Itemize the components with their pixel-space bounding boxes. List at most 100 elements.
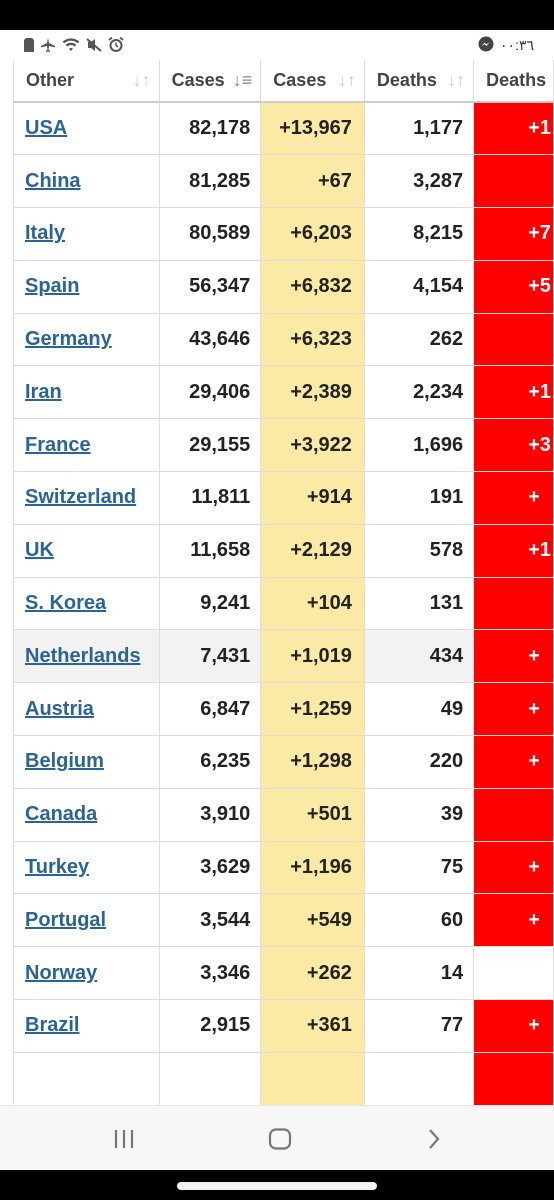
total-cases-cell: 29,155 <box>159 418 262 473</box>
new-deaths-cell <box>473 946 554 1001</box>
new-cases-cell: +1,196 <box>260 841 365 895</box>
country-link[interactable]: Belgium <box>25 750 104 773</box>
new-cases-cell: +262 <box>260 946 365 1001</box>
new-deaths-cell: + <box>473 893 554 948</box>
header-total-cases[interactable]: Cases ↓≡ <box>159 60 262 103</box>
table-row: France 29,155 +3,922 1,696 +3 <box>13 418 554 473</box>
country-cell: France <box>13 418 160 473</box>
total-deaths-cell: 262 <box>364 313 475 367</box>
country-cell: Netherlands <box>13 629 160 684</box>
country-link[interactable]: Iran <box>25 380 62 403</box>
total-deaths-cell: 14 <box>364 946 475 1001</box>
total-deaths-cell: 220 <box>364 735 475 789</box>
header-new-deaths[interactable]: Deaths <box>473 60 554 103</box>
sort-icon: ↓↑ <box>132 70 151 90</box>
table-row: Turkey 3,629 +1,196 75 + <box>13 841 554 895</box>
header-total-deaths[interactable]: Deaths ↓↑ <box>364 60 475 103</box>
new-cases-cell: +6,323 <box>260 313 365 367</box>
total-cases-cell: 56,347 <box>159 260 262 314</box>
country-link[interactable]: USA <box>25 117 68 140</box>
table-row: Austria 6,847 +1,259 49 + <box>13 682 554 737</box>
covid-table-container[interactable]: Other ↓↑ Cases ↓≡ Cases ↓↑ Deaths ↓↑ Deaths … <box>0 60 554 1105</box>
new-cases-cell: +2,389 <box>260 365 365 420</box>
total-cases-cell: 3,910 <box>159 788 262 842</box>
new-cases-cell: +361 <box>260 999 365 1053</box>
new-cases-cell: +1,019 <box>260 629 365 684</box>
new-cases-cell: +67 <box>260 154 365 209</box>
table-row: China 81,285 +67 3,287 <box>13 154 554 209</box>
country-link[interactable]: UK <box>25 539 54 562</box>
total-cases-cell: 9,241 <box>159 577 262 631</box>
table-row: Germany 43,646 +6,323 262 <box>13 313 554 367</box>
new-deaths-cell: +1 <box>473 365 554 420</box>
header-new-cases[interactable]: Cases ↓↑ <box>260 60 365 103</box>
total-deaths-cell: 191 <box>364 471 475 525</box>
new-cases-cell: +6,203 <box>260 207 365 261</box>
total-deaths-cell: 1,696 <box>364 418 475 473</box>
total-cases-cell: 3,544 <box>159 893 262 948</box>
table-header-row: Other ↓↑ Cases ↓≡ Cases ↓↑ Deaths ↓↑ Deaths <box>13 60 554 103</box>
new-deaths-cell: +1 <box>473 102 554 156</box>
new-cases-cell: +3,922 <box>260 418 365 473</box>
total-deaths-cell: 77 <box>364 999 475 1053</box>
country-cell: Portugal <box>13 893 160 948</box>
total-cases-cell <box>159 1052 262 1105</box>
table-row: Portugal 3,544 +549 60 + <box>13 893 554 948</box>
table-row: Canada 3,910 +501 39 <box>13 788 554 842</box>
country-link[interactable]: Portugal <box>25 908 107 931</box>
back-icon[interactable] <box>414 1122 454 1156</box>
country-cell: Brazil <box>13 999 160 1053</box>
country-link[interactable]: Spain <box>25 275 80 298</box>
new-deaths-cell: +7 <box>473 207 554 261</box>
country-link[interactable]: Turkey <box>25 856 90 879</box>
country-cell: Norway <box>13 946 160 1001</box>
total-deaths-cell: 49 <box>364 682 475 737</box>
recents-icon[interactable] <box>104 1122 144 1156</box>
total-deaths-cell: 4,154 <box>364 260 475 314</box>
country-link[interactable]: Netherlands <box>25 644 141 667</box>
new-deaths-cell: +1 <box>473 524 554 578</box>
country-link[interactable]: Italy <box>25 222 66 245</box>
country-link[interactable]: S. Korea <box>25 592 107 615</box>
new-deaths-cell: +3 <box>473 418 554 473</box>
country-cell: China <box>13 154 160 209</box>
new-deaths-cell: + <box>473 682 554 737</box>
total-deaths-cell: 1,177 <box>364 102 475 156</box>
total-cases-cell: 6,847 <box>159 682 262 737</box>
country-cell: Turkey <box>13 841 160 895</box>
total-cases-cell: 82,178 <box>159 102 262 156</box>
country-cell <box>13 1052 160 1105</box>
table-row: Italy 80,589 +6,203 8,215 +7 <box>13 207 554 261</box>
new-cases-cell: +914 <box>260 471 365 525</box>
sort-active-icon: ↓≡ <box>232 70 253 90</box>
country-cell: Iran <box>13 365 160 420</box>
country-link[interactable]: Switzerland <box>25 486 137 509</box>
header-country[interactable]: Other ↓↑ <box>13 60 160 103</box>
total-deaths-cell: 2,234 <box>364 365 475 420</box>
total-deaths-cell: 8,215 <box>364 207 475 261</box>
country-cell: Austria <box>13 682 160 737</box>
country-cell: Spain <box>13 260 160 314</box>
country-link[interactable]: Norway <box>25 961 98 984</box>
table-row: Iran 29,406 +2,389 2,234 +1 <box>13 365 554 420</box>
top-bezel <box>0 0 554 30</box>
total-cases-cell: 11,811 <box>159 471 262 525</box>
country-link[interactable]: Germany <box>25 328 112 351</box>
table-row: USA 82,178 +13,967 1,177 +1 <box>13 102 554 156</box>
country-link[interactable]: Austria <box>25 697 94 720</box>
phone-screen: ٠٠:٣٦ Other ↓↑ Cases ↓≡ Cases ↓↑ Deaths ↓↑ D… <box>0 30 554 1170</box>
table-row: UK 11,658 +2,129 578 +1 <box>13 524 554 578</box>
total-cases-cell: 80,589 <box>159 207 262 261</box>
sd-card-icon <box>24 37 34 52</box>
total-deaths-cell: 75 <box>364 841 475 895</box>
country-link[interactable]: France <box>25 433 91 456</box>
new-cases-cell: +549 <box>260 893 365 948</box>
wifi-icon <box>62 37 80 52</box>
home-indicator <box>177 1182 377 1190</box>
table-row: Netherlands 7,431 +1,019 434 + <box>13 629 554 684</box>
country-link[interactable]: China <box>25 169 81 192</box>
home-icon[interactable] <box>260 1122 300 1156</box>
country-link[interactable]: Brazil <box>25 1014 80 1037</box>
total-cases-cell: 6,235 <box>159 735 262 789</box>
country-link[interactable]: Canada <box>25 803 98 826</box>
